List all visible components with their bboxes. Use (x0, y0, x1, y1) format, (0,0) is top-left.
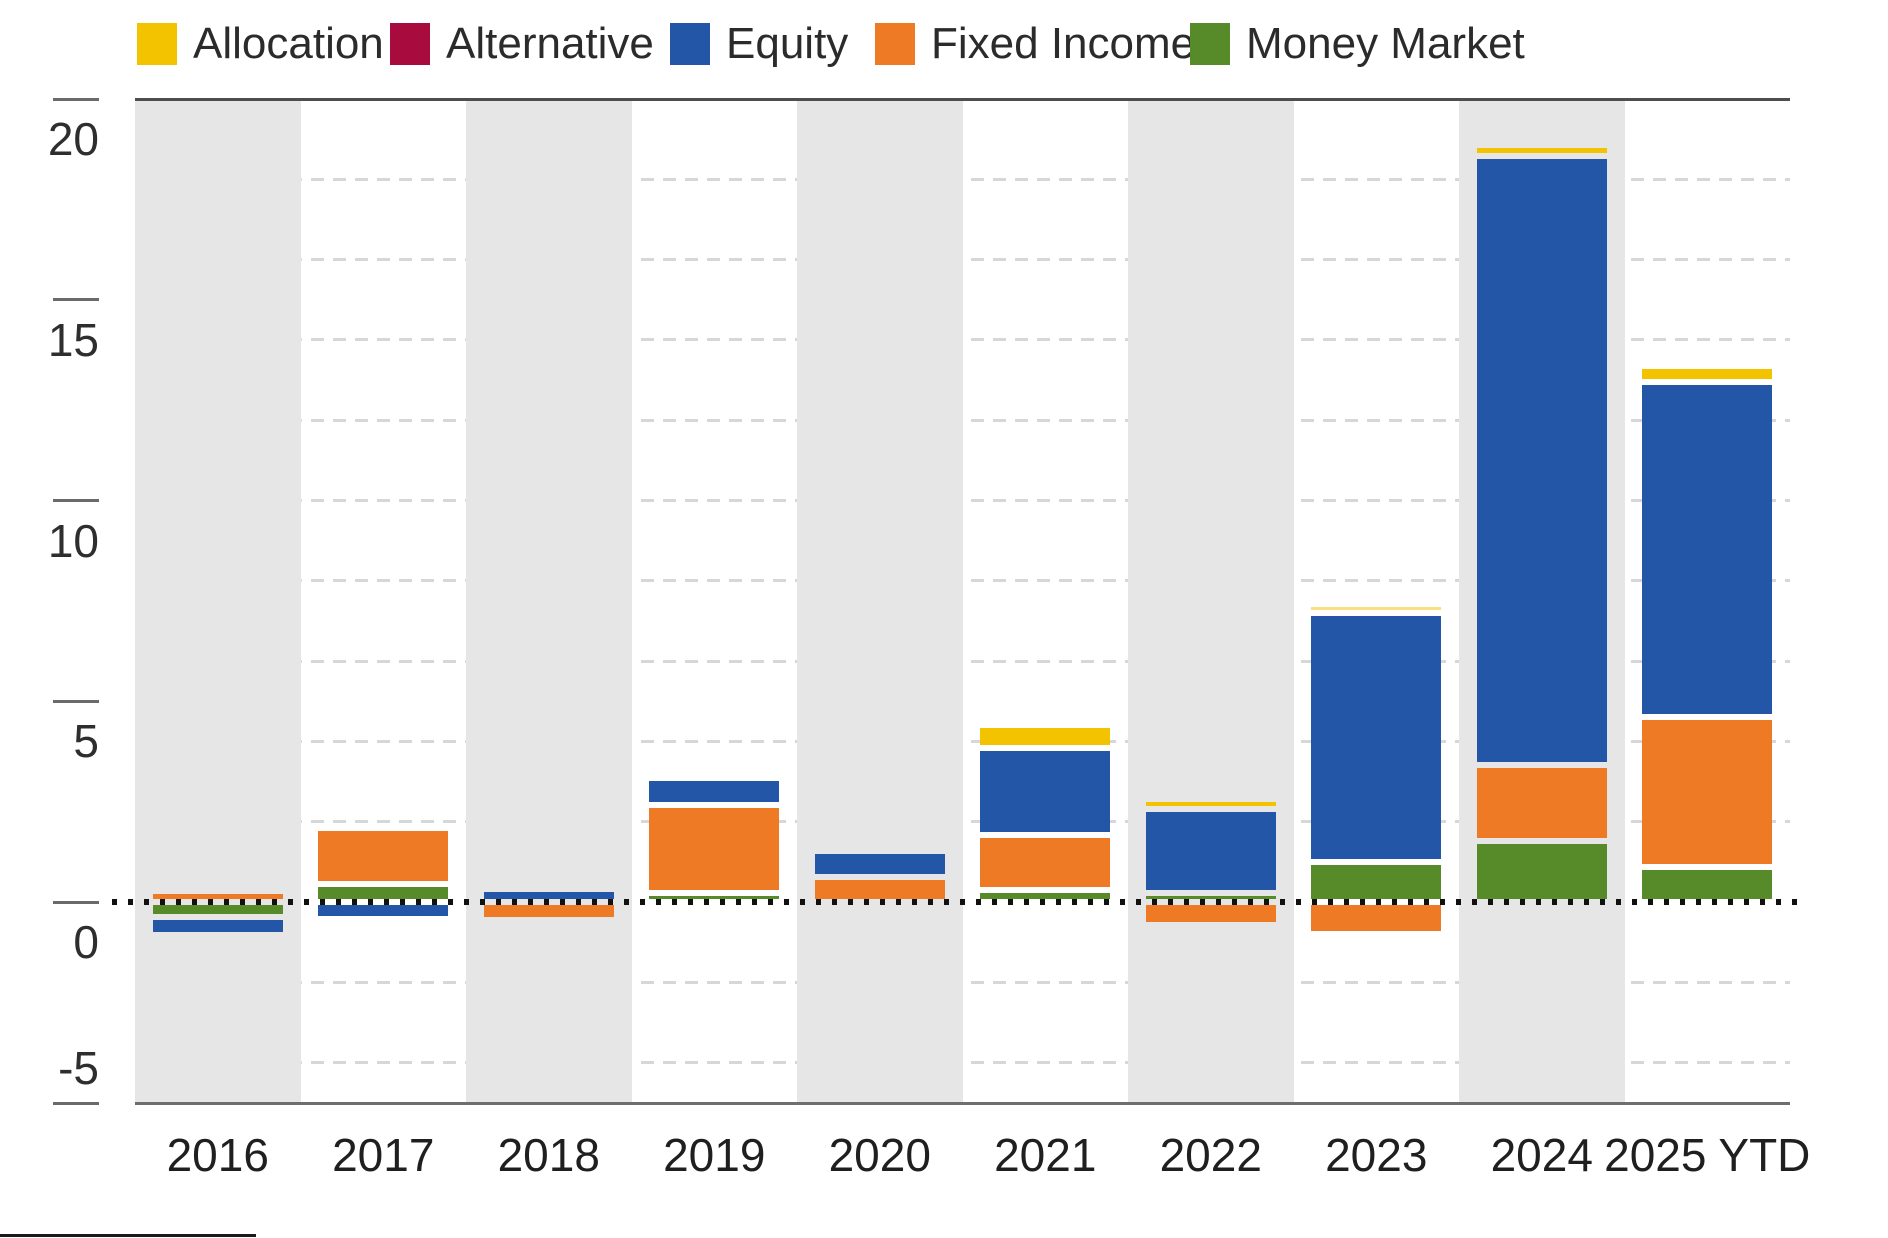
bottom-crop-line (0, 1234, 256, 1237)
bar-segment-2019-money-market (649, 896, 780, 900)
bar-segment-2017-equity (318, 905, 449, 917)
bar-segment-2022-money-market (1145, 896, 1276, 900)
bar-segment-2021-equity (980, 750, 1111, 832)
bar-segment-2021-money-market (980, 893, 1111, 900)
bar-segment-2023-money-market (1311, 865, 1442, 900)
legend-swatch-money-market-icon (1190, 23, 1230, 65)
bar-segment-2021-fixed-income (980, 837, 1111, 888)
bar-segment-2018-fixed-income (483, 905, 614, 918)
bar-segment-2020-fixed-income (814, 880, 945, 900)
y-tick-20 (53, 97, 99, 101)
bar-segment-2016-money-market (152, 905, 283, 914)
bar-segment-2023-allocation (1311, 607, 1442, 611)
gridline-4 (135, 740, 1790, 744)
bar-segment-2025-YTD-money-market (1642, 869, 1773, 900)
legend-swatch-alternative-icon (390, 23, 430, 65)
bar-segment-2017-fixed-income (318, 830, 449, 882)
y-tick-label-20: 20 (47, 113, 99, 165)
x-label-2020: 2020 (828, 1129, 931, 1181)
bar-segment-2025-YTD-allocation (1642, 369, 1773, 380)
legend-label-money-market: Money Market (1246, 19, 1525, 68)
x-label-2025-YTD: 2025 YTD (1604, 1129, 1811, 1181)
bar-segment-2019-fixed-income (649, 808, 780, 891)
y-tick-label-5: 5 (73, 715, 99, 768)
plot-top-border (135, 97, 1790, 101)
legend-label-equity: Equity (726, 19, 849, 68)
bar-segment-2019-equity (649, 780, 780, 802)
gridline-8 (135, 579, 1790, 583)
bar-segment-2024-equity (1476, 159, 1607, 762)
y-tick-label--5: -5 (58, 1042, 99, 1094)
legend-label-alternative: Alternative (446, 19, 654, 68)
legend-swatch-fixed-income-icon (875, 23, 915, 65)
bar-segment-2023-fixed-income (1311, 905, 1442, 931)
legend-swatch-allocation-icon (137, 23, 177, 65)
bar-segment-2016-equity (152, 919, 283, 933)
gridline-16 (135, 258, 1790, 262)
y-tick-5 (53, 699, 99, 703)
x-label-2016: 2016 (166, 1129, 269, 1181)
bar-segment-2021-allocation (980, 728, 1111, 745)
bar-segment-2017-money-market (318, 887, 449, 900)
gridline-14 (135, 338, 1790, 342)
bar-segment-2022-fixed-income (1145, 905, 1276, 923)
y-tick-label-15: 15 (47, 313, 99, 366)
legend-label-fixed-income: Fixed Income (931, 19, 1196, 68)
plot-bottom-border (135, 1101, 1790, 1105)
x-label-2023: 2023 (1325, 1129, 1428, 1181)
bar-segment-2025-YTD-fixed-income (1642, 720, 1773, 864)
bar-segment-2024-money-market (1476, 844, 1607, 900)
column-band-2020 (797, 99, 963, 1103)
y-tick-label-10: 10 (47, 514, 99, 567)
x-label-2017: 2017 (332, 1129, 435, 1181)
y-tick-15 (53, 298, 99, 302)
bar-segment-2022-allocation (1145, 801, 1276, 807)
column-band-2016 (135, 99, 301, 1103)
gridline-6 (135, 659, 1790, 663)
bar-segment-2020-equity (814, 854, 945, 875)
bar-segment-2022-equity (1145, 812, 1276, 891)
gridline-2 (135, 820, 1790, 824)
plot-area (135, 99, 1790, 1103)
x-label-2019: 2019 (663, 1129, 766, 1181)
x-label-2018: 2018 (497, 1129, 600, 1181)
y-tick-0 (53, 900, 99, 904)
x-label-2024: 2024 (1490, 1129, 1593, 1181)
x-label-2022: 2022 (1159, 1129, 1262, 1181)
y-tick-label-0: 0 (73, 916, 99, 969)
gridline-10 (135, 499, 1790, 503)
x-label-2021: 2021 (994, 1129, 1097, 1181)
y-tick-10 (53, 499, 99, 503)
bar-segment-2025-YTD-equity (1642, 385, 1773, 715)
bar-segment-2018-equity (483, 891, 614, 900)
zero-line (112, 899, 1798, 906)
bar-segment-2024-allocation (1476, 148, 1607, 153)
gridline--2 (135, 981, 1790, 985)
column-band-2022 (1128, 99, 1294, 1103)
bar-segment-2016-fixed-income (152, 893, 283, 900)
gridline--4 (135, 1061, 1790, 1065)
gridline-18 (135, 177, 1790, 181)
bar-segment-2023-equity (1311, 616, 1442, 860)
y-tick--5 (53, 1101, 99, 1105)
legend-label-allocation: Allocation (193, 19, 384, 68)
legend-swatch-equity-icon (670, 23, 710, 65)
column-band-2018 (466, 99, 632, 1103)
gridline-12 (135, 418, 1790, 422)
bar-segment-2024-fixed-income (1476, 767, 1607, 839)
